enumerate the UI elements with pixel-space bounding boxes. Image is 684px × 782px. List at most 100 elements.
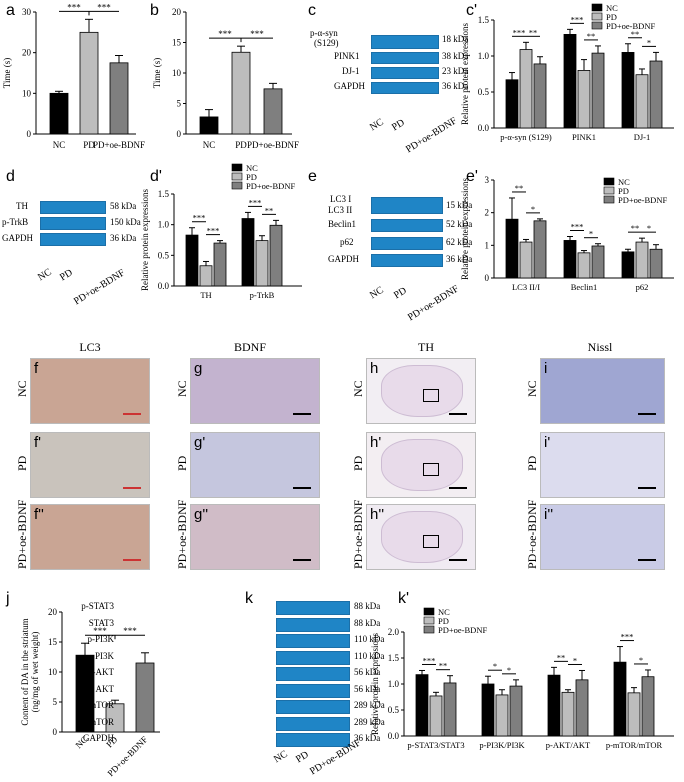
- bar: [109, 62, 129, 135]
- blot-band: [371, 67, 439, 79]
- panel-label-e-prime: e': [466, 168, 478, 185]
- col-title-th: TH: [418, 340, 434, 354]
- blot-band: [276, 683, 350, 698]
- blot-kda: 38 kDa: [442, 51, 469, 61]
- blot-band: [276, 716, 350, 731]
- brain-section: [381, 365, 463, 417]
- y-tick-label: 2: [485, 208, 490, 218]
- sig-label: **: [587, 31, 596, 41]
- roi-box: [423, 463, 439, 476]
- scale-bar: [449, 487, 467, 489]
- scale-bar: [449, 559, 467, 561]
- y-tick-label: 1.0: [158, 220, 170, 230]
- panel-label-k: k: [245, 590, 253, 607]
- y-tick-label: 0.0: [478, 123, 490, 133]
- blot-label: p-PI3K: [87, 634, 115, 644]
- blot-label: GAPDH: [328, 254, 360, 264]
- y-tick-label: 5: [177, 99, 182, 109]
- sig-label: ***: [93, 626, 107, 636]
- lane-label: NC: [272, 748, 290, 766]
- lane-label: PD: [390, 117, 407, 134]
- bar: [443, 682, 457, 737]
- x-tick-label: PD+oe-BDNF: [247, 140, 299, 150]
- blot-kda: 110 kDa: [354, 650, 385, 661]
- row-label: NC: [175, 380, 189, 398]
- blot-kda: 289 kDa: [354, 716, 385, 727]
- sig-label: ***: [423, 655, 436, 665]
- panel-label: h': [370, 434, 382, 451]
- scale-bar: [449, 413, 467, 415]
- legend-swatch: [591, 3, 603, 12]
- x-tick-label: NC: [203, 140, 216, 150]
- row-label: PD+oe-BDNF: [525, 499, 539, 569]
- bar: [509, 685, 523, 737]
- bar: [621, 52, 635, 129]
- legend-swatch: [423, 616, 435, 625]
- blot-band: [276, 733, 350, 747]
- histology-image: h': [366, 432, 476, 498]
- blot-band: [371, 52, 439, 64]
- panel-label: f: [34, 360, 39, 377]
- x-tick-label: p-STAT3/STAT3: [407, 740, 464, 750]
- bar: [533, 220, 547, 279]
- brain-section: [381, 511, 463, 563]
- blot-label: p-mTOR: [81, 700, 114, 710]
- row-label: PD: [525, 456, 539, 472]
- bar: [613, 661, 627, 737]
- panel-label-b: b: [150, 2, 159, 19]
- sig-label: **: [631, 223, 640, 233]
- y-tick-label: 10: [22, 88, 32, 98]
- y-tick-label: 0.5: [158, 250, 170, 260]
- scale-bar: [293, 559, 311, 561]
- bar: [575, 679, 589, 737]
- lane-label: PD+oe-BDNF: [406, 283, 461, 324]
- bar: [185, 234, 199, 287]
- y-tick-label: 20: [22, 48, 32, 58]
- sig-label: ***: [193, 213, 206, 223]
- bar: [577, 252, 591, 279]
- lane-label: PD+oe-BDNF: [72, 267, 127, 308]
- col-title-lc3: LC3: [79, 340, 101, 354]
- bar: [577, 70, 591, 129]
- bar: [561, 691, 575, 737]
- y-tick-label: 1.5: [388, 653, 400, 663]
- sig-label: *: [647, 37, 651, 47]
- sig-label: ***: [67, 2, 81, 12]
- roi-box: [423, 535, 439, 548]
- blot-band: [371, 197, 443, 214]
- y-tick-label: 15: [48, 637, 58, 647]
- blot-band: [371, 35, 439, 49]
- blot-kda: 110 kDa: [354, 634, 385, 644]
- blot-kda: 36 kDa: [446, 254, 473, 264]
- blot-label: PI3K: [94, 650, 114, 661]
- bar: [627, 692, 641, 737]
- panel-label: i': [544, 434, 551, 451]
- y-tick-label: 30: [22, 7, 32, 17]
- legend-swatch: [231, 172, 243, 181]
- row-label: PD+oe-BDNF: [351, 499, 365, 569]
- sig-label: **: [515, 183, 524, 193]
- row-label: PD: [351, 456, 365, 472]
- blot-label: TH: [16, 201, 28, 211]
- y-tick-label: 2.0: [388, 627, 400, 637]
- bar: [135, 662, 155, 733]
- blot-kda: 36 kDa: [354, 733, 381, 743]
- bar: [213, 242, 227, 287]
- x-tick-label: p-TrkB: [250, 290, 275, 300]
- row-label: PD: [175, 456, 189, 472]
- panel-label: f': [34, 434, 42, 451]
- y-tick-label: 10: [48, 667, 58, 677]
- sig-label: *: [507, 665, 511, 675]
- bar: [591, 245, 605, 279]
- legend-label: PD+oe-BDNF: [246, 181, 295, 191]
- legend-label: NC: [618, 177, 630, 187]
- sig-label: ***: [571, 14, 584, 24]
- panel-label-d-prime: d': [150, 168, 162, 185]
- histology-image: i': [540, 432, 665, 498]
- sig-label: *: [639, 655, 643, 665]
- legend-label: NC: [246, 163, 258, 173]
- histology-image: i'': [540, 504, 665, 570]
- histology-image: h: [366, 358, 476, 424]
